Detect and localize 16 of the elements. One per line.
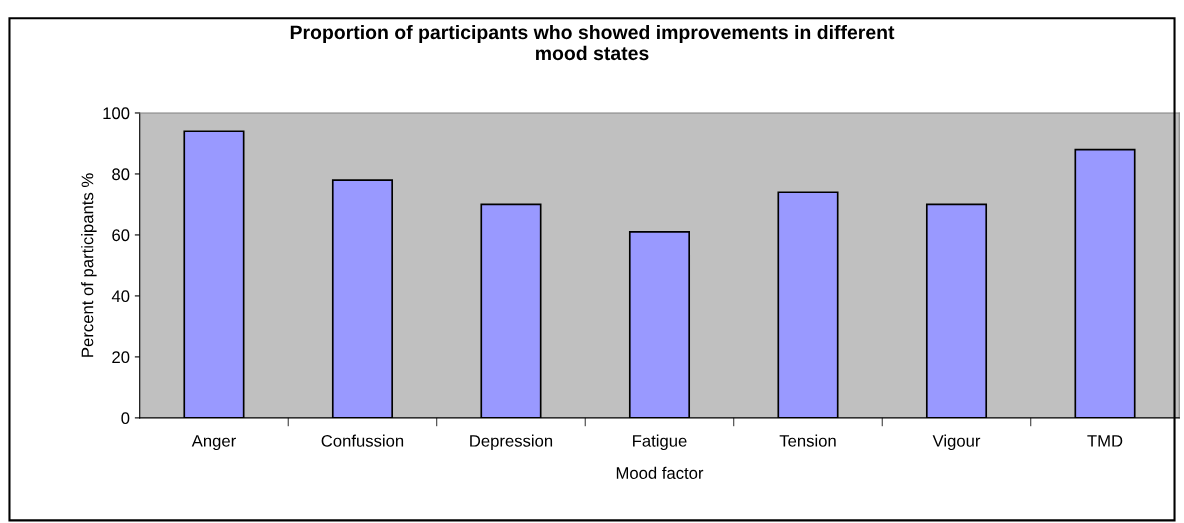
x-axis-title: Mood factor <box>616 466 704 479</box>
y-axis-title: Percent of participants % <box>81 173 97 357</box>
x-tick-label: Anger <box>191 435 236 451</box>
x-tick-label: TMD <box>1087 435 1123 447</box>
x-tick-label: Tension <box>779 434 836 447</box>
y-tick-label: 0 <box>121 412 130 425</box>
y-tick-label: 20 <box>112 351 130 364</box>
y-tick-label: 40 <box>111 290 130 303</box>
y-tick-label: 60 <box>112 229 130 242</box>
x-tick-label: Confussion <box>321 434 404 447</box>
x-tick-label: Vigour <box>932 434 981 451</box>
y-tick-label: 100 <box>103 107 130 120</box>
x-tick-label: Fatigue <box>633 434 687 451</box>
x-tick-label: Depression <box>470 434 553 451</box>
chart-title: Proportion of participants who showed improvements in different mood states <box>290 24 895 61</box>
y-tick-label: 80 <box>112 168 130 181</box>
